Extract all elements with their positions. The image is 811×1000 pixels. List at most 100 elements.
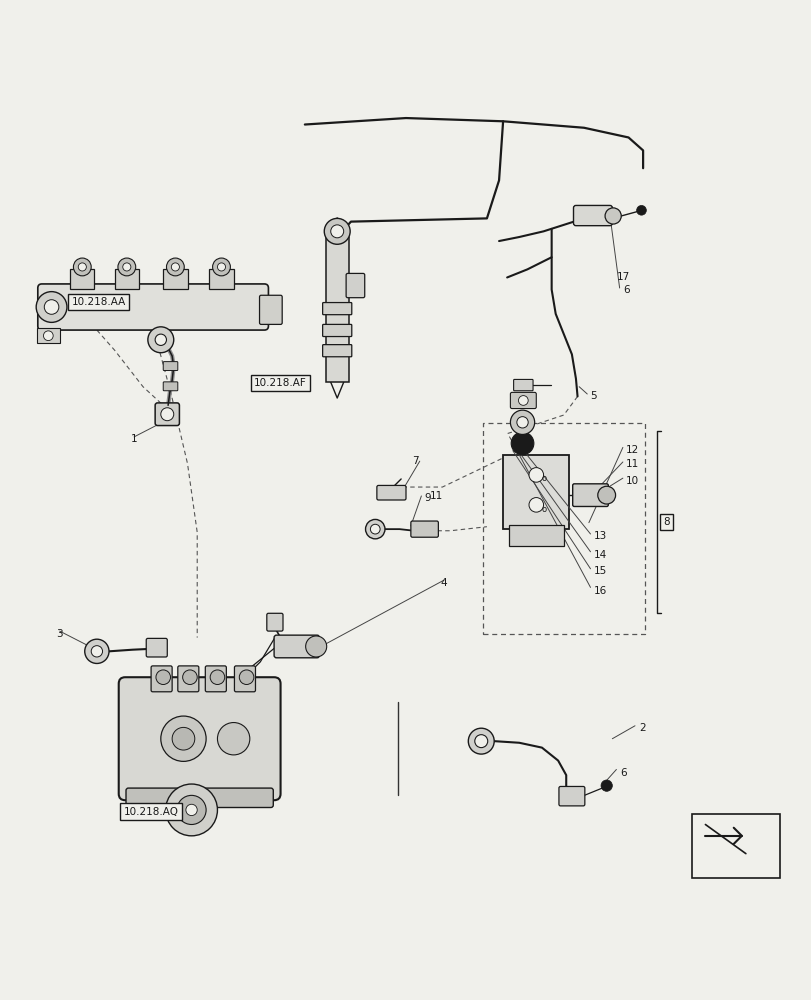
Text: 9: 9 xyxy=(424,493,431,503)
FancyBboxPatch shape xyxy=(691,814,779,878)
Circle shape xyxy=(305,636,326,657)
FancyBboxPatch shape xyxy=(209,269,234,289)
Text: 4: 4 xyxy=(440,578,446,588)
Text: 10: 10 xyxy=(625,476,638,486)
Circle shape xyxy=(182,670,197,685)
Circle shape xyxy=(186,804,197,816)
FancyBboxPatch shape xyxy=(260,295,282,324)
Circle shape xyxy=(468,728,494,754)
Circle shape xyxy=(600,780,611,791)
Text: 13: 13 xyxy=(593,531,607,541)
Circle shape xyxy=(370,524,380,534)
Text: 6: 6 xyxy=(622,285,629,295)
Text: 8: 8 xyxy=(663,517,669,527)
FancyBboxPatch shape xyxy=(163,269,187,289)
Text: 2: 2 xyxy=(638,723,645,733)
Circle shape xyxy=(510,410,534,434)
Circle shape xyxy=(217,263,225,271)
Text: 10.218.AQ: 10.218.AQ xyxy=(123,807,178,817)
FancyBboxPatch shape xyxy=(126,788,273,808)
FancyBboxPatch shape xyxy=(573,205,611,226)
Text: 7: 7 xyxy=(412,456,418,466)
FancyBboxPatch shape xyxy=(178,666,199,692)
Circle shape xyxy=(122,263,131,271)
Circle shape xyxy=(84,639,109,663)
Text: o: o xyxy=(540,474,546,483)
Circle shape xyxy=(155,334,166,345)
Circle shape xyxy=(511,432,533,455)
FancyBboxPatch shape xyxy=(503,455,569,529)
FancyBboxPatch shape xyxy=(118,677,281,800)
FancyBboxPatch shape xyxy=(322,345,351,357)
Text: 15: 15 xyxy=(593,566,607,576)
Circle shape xyxy=(165,784,217,836)
FancyBboxPatch shape xyxy=(37,328,59,343)
Circle shape xyxy=(172,727,195,750)
FancyBboxPatch shape xyxy=(163,382,178,391)
Circle shape xyxy=(118,258,135,276)
Circle shape xyxy=(148,327,174,353)
Text: 10.218.AA: 10.218.AA xyxy=(71,297,126,307)
Text: 5: 5 xyxy=(590,391,596,401)
Circle shape xyxy=(156,670,170,685)
Text: 17: 17 xyxy=(616,272,629,282)
Text: 11: 11 xyxy=(430,491,443,501)
Circle shape xyxy=(166,258,184,276)
Circle shape xyxy=(78,263,86,271)
Circle shape xyxy=(239,670,254,685)
Circle shape xyxy=(636,205,646,215)
FancyBboxPatch shape xyxy=(376,485,406,500)
FancyBboxPatch shape xyxy=(508,525,563,546)
Circle shape xyxy=(73,258,91,276)
Circle shape xyxy=(210,670,225,685)
FancyBboxPatch shape xyxy=(513,379,532,391)
Circle shape xyxy=(518,396,527,405)
FancyBboxPatch shape xyxy=(322,324,351,337)
FancyBboxPatch shape xyxy=(151,666,172,692)
FancyBboxPatch shape xyxy=(234,666,255,692)
FancyBboxPatch shape xyxy=(146,638,167,657)
Circle shape xyxy=(528,498,543,512)
Circle shape xyxy=(517,417,527,428)
Circle shape xyxy=(171,263,179,271)
Text: 12: 12 xyxy=(625,445,638,455)
Text: 6: 6 xyxy=(620,768,626,778)
FancyBboxPatch shape xyxy=(274,635,319,658)
Circle shape xyxy=(161,408,174,421)
Circle shape xyxy=(597,486,615,504)
Circle shape xyxy=(212,258,230,276)
Text: 1: 1 xyxy=(131,434,137,444)
FancyBboxPatch shape xyxy=(345,273,364,298)
Text: 3: 3 xyxy=(56,629,63,639)
Text: o: o xyxy=(540,505,546,514)
FancyBboxPatch shape xyxy=(325,237,349,382)
FancyBboxPatch shape xyxy=(572,484,607,506)
Circle shape xyxy=(474,735,487,748)
FancyBboxPatch shape xyxy=(155,403,179,426)
Circle shape xyxy=(36,292,67,322)
Circle shape xyxy=(528,468,543,482)
Circle shape xyxy=(45,300,58,314)
FancyBboxPatch shape xyxy=(163,362,178,371)
Circle shape xyxy=(604,208,620,224)
Text: 14: 14 xyxy=(593,550,607,560)
Text: 11: 11 xyxy=(625,459,638,469)
Text: 16: 16 xyxy=(593,586,607,596)
FancyBboxPatch shape xyxy=(205,666,226,692)
Circle shape xyxy=(365,519,384,539)
FancyBboxPatch shape xyxy=(70,269,94,289)
Circle shape xyxy=(217,723,250,755)
FancyBboxPatch shape xyxy=(267,613,283,631)
FancyBboxPatch shape xyxy=(114,269,139,289)
FancyBboxPatch shape xyxy=(38,284,268,330)
FancyBboxPatch shape xyxy=(322,303,351,315)
Circle shape xyxy=(324,218,350,244)
Circle shape xyxy=(44,331,53,341)
FancyBboxPatch shape xyxy=(410,521,438,537)
Circle shape xyxy=(177,795,206,824)
Circle shape xyxy=(330,225,343,238)
FancyBboxPatch shape xyxy=(510,392,535,409)
Circle shape xyxy=(161,716,206,761)
FancyBboxPatch shape xyxy=(558,786,584,806)
Circle shape xyxy=(91,646,102,657)
